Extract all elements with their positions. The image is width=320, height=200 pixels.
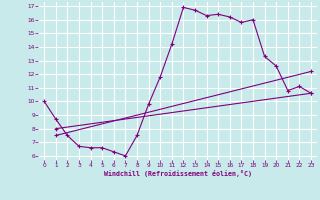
X-axis label: Windchill (Refroidissement éolien,°C): Windchill (Refroidissement éolien,°C) <box>104 170 252 177</box>
